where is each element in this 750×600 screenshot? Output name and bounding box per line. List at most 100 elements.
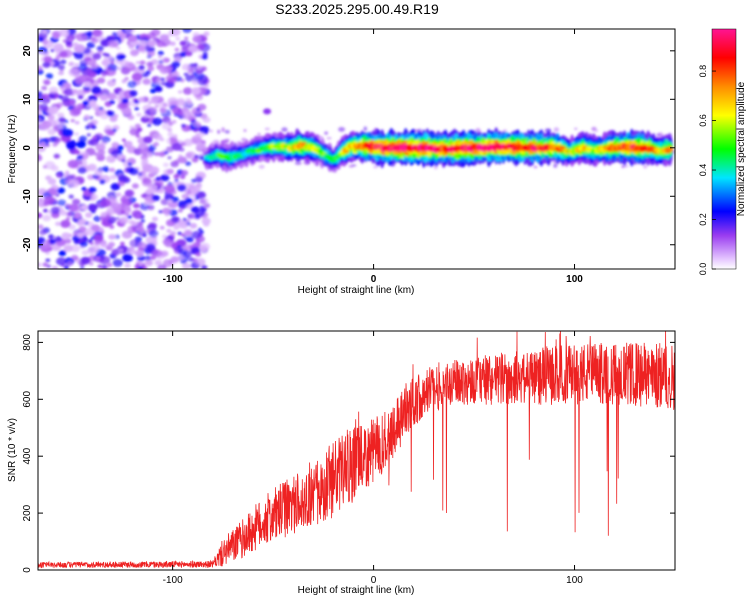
noise-blob — [94, 152, 99, 156]
noise-blob — [78, 161, 83, 165]
noise-blob — [60, 219, 71, 228]
colorbar-label: Normalized spectral amplitude — [736, 81, 747, 216]
speckle — [258, 164, 265, 169]
noise-blob — [112, 42, 119, 48]
noise-blob — [191, 231, 202, 239]
noise-blob — [76, 232, 84, 238]
speckle — [553, 127, 560, 133]
noise-blob — [38, 262, 42, 268]
noise-blob — [78, 63, 88, 71]
noise-blob — [125, 62, 135, 69]
noise-blob — [54, 137, 62, 143]
noise-blob — [158, 55, 162, 59]
noise-blob — [177, 90, 183, 94]
noise-blob — [49, 238, 57, 245]
noise-blob — [145, 243, 156, 252]
noise-blob — [182, 87, 193, 95]
noise-blob — [63, 265, 69, 269]
noise-blob — [159, 107, 167, 113]
noise-blob — [122, 195, 127, 199]
noise-blob — [146, 152, 154, 158]
noise-blob — [39, 141, 47, 147]
noise-blob — [51, 265, 59, 269]
noise-blob — [196, 191, 207, 199]
x-tick-label: -100 — [163, 274, 183, 285]
noise-blob — [131, 72, 143, 82]
noise-blob — [102, 52, 108, 57]
noise-blob — [124, 263, 131, 269]
noise-blob — [88, 261, 94, 266]
noise-blob — [170, 256, 180, 263]
noise-blob — [59, 86, 65, 91]
noise-blob — [160, 174, 170, 182]
noise-blob — [148, 229, 159, 238]
noise-blob — [48, 188, 57, 195]
noise-blob — [74, 76, 85, 85]
noise-blob — [129, 128, 140, 136]
noise-blob — [84, 81, 91, 87]
noise-blob — [76, 154, 84, 160]
speckle — [243, 129, 247, 132]
noise-blob — [184, 189, 189, 193]
noise-blob — [74, 132, 80, 136]
noise-blob — [151, 194, 160, 202]
noise-blob — [130, 49, 139, 57]
snr-line — [38, 331, 675, 569]
noise-blob — [132, 98, 138, 102]
noise-blob — [80, 266, 85, 269]
noise-blob — [106, 262, 113, 268]
noise-blob — [192, 35, 202, 43]
noise-blob — [121, 230, 133, 239]
noise-blob — [195, 241, 201, 246]
noise-blob — [97, 50, 103, 55]
noise-blob — [122, 177, 131, 184]
noise-blob — [121, 138, 126, 142]
noise-blob — [38, 197, 43, 201]
noise-blob — [89, 99, 97, 106]
noise-blob — [164, 151, 169, 155]
noise-blob — [77, 166, 87, 174]
noise-blob — [158, 210, 163, 214]
noise-blob — [154, 152, 160, 156]
noise-blob — [121, 79, 127, 84]
noise-blob — [52, 143, 58, 147]
noise-blob — [57, 112, 65, 119]
noise-blob — [147, 32, 156, 39]
noise-blob — [140, 219, 145, 223]
noise-blob — [61, 128, 73, 137]
noise-blob — [72, 42, 79, 47]
noise-blob — [150, 113, 155, 117]
noise-blob — [47, 114, 56, 121]
noise-blob — [113, 114, 119, 118]
noise-blob — [109, 167, 116, 173]
noise-blob — [159, 225, 165, 230]
noise-blob — [105, 128, 114, 136]
colorbar: 0.0 0.2 0.4 0.6 0.8 Normalized spectral ampl… — [698, 28, 747, 275]
noise-blob — [103, 167, 110, 173]
noise-blob — [80, 35, 89, 42]
speckle — [553, 163, 558, 168]
noise-blob — [177, 208, 183, 213]
snr-xlabel: Height of straight line (km) — [298, 585, 415, 596]
x-tick-label: 0 — [371, 274, 377, 285]
noise-blob — [153, 142, 160, 147]
noise-blob — [144, 259, 153, 267]
noise-blob — [124, 29, 136, 34]
noise-blob — [157, 50, 164, 56]
noise-blob — [47, 128, 56, 136]
noise-blob — [54, 236, 63, 242]
noise-blob — [191, 87, 201, 95]
noise-blob — [148, 222, 158, 230]
noise-blob — [107, 92, 117, 100]
y-tick-label: 600 — [22, 391, 33, 408]
noise-blob — [43, 201, 50, 207]
noise-blob — [65, 41, 73, 46]
noise-blob — [48, 86, 59, 94]
signal-ridge — [203, 127, 673, 173]
noise-blob — [159, 34, 169, 42]
noise-blob — [147, 65, 155, 72]
noise-blob — [88, 79, 99, 88]
noise-blob — [185, 161, 192, 167]
speckle — [324, 131, 328, 135]
noise-blob — [89, 242, 94, 246]
